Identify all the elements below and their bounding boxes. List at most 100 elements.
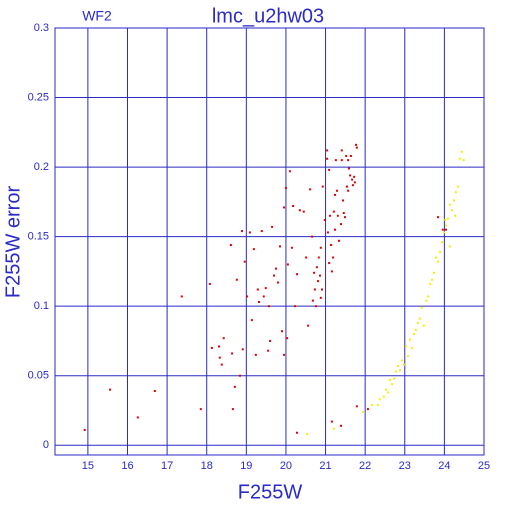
point xyxy=(302,210,305,213)
point xyxy=(319,296,322,299)
point xyxy=(238,374,241,377)
x-tick-label: 21 xyxy=(319,460,331,472)
point xyxy=(286,263,289,266)
point xyxy=(240,230,243,233)
point xyxy=(416,321,419,324)
point xyxy=(320,288,323,291)
point xyxy=(389,378,392,381)
point xyxy=(336,214,339,217)
point xyxy=(288,170,291,173)
y-tick-label: 0.3 xyxy=(34,22,49,34)
point xyxy=(349,154,352,157)
point xyxy=(330,270,333,273)
y-tick-label: 0.05 xyxy=(28,370,49,382)
plot-frame xyxy=(54,27,485,456)
point xyxy=(222,337,225,340)
y-tick-label: 0.15 xyxy=(28,231,49,243)
point xyxy=(294,305,297,308)
point xyxy=(338,239,341,242)
x-tick-label: 25 xyxy=(478,460,490,472)
point xyxy=(313,288,316,291)
point xyxy=(313,271,316,274)
point xyxy=(408,338,411,341)
point xyxy=(136,416,139,419)
point xyxy=(347,159,350,162)
point xyxy=(311,299,314,302)
point xyxy=(262,295,265,298)
point xyxy=(395,370,398,373)
y-tick-label: 0.1 xyxy=(34,300,49,312)
point xyxy=(402,363,405,366)
point xyxy=(340,159,343,162)
point xyxy=(330,420,333,423)
point xyxy=(334,159,337,162)
point xyxy=(431,278,434,281)
point xyxy=(217,345,220,348)
point xyxy=(414,328,417,331)
point xyxy=(269,339,272,342)
point xyxy=(267,305,270,308)
point xyxy=(305,433,308,436)
point xyxy=(376,403,379,406)
point xyxy=(340,149,343,152)
point xyxy=(319,274,322,277)
point xyxy=(233,385,236,388)
point xyxy=(326,157,329,160)
point xyxy=(290,246,293,249)
point xyxy=(448,245,451,248)
y-tick-label: 0 xyxy=(43,439,49,451)
point xyxy=(235,278,238,281)
x-tick-label: 15 xyxy=(82,460,94,472)
point xyxy=(391,383,394,386)
point xyxy=(437,260,440,263)
point xyxy=(345,154,348,157)
point xyxy=(323,218,326,221)
point xyxy=(317,256,320,259)
point xyxy=(334,228,337,231)
point xyxy=(109,388,112,391)
point xyxy=(444,228,447,231)
point xyxy=(393,377,396,380)
point xyxy=(254,353,257,356)
x-tick-label: 23 xyxy=(399,460,411,472)
point xyxy=(248,231,251,234)
point xyxy=(370,403,373,406)
point xyxy=(351,178,354,181)
point xyxy=(353,181,356,184)
point xyxy=(180,295,183,298)
point xyxy=(307,324,310,327)
point xyxy=(347,189,350,192)
point xyxy=(315,305,318,308)
point xyxy=(353,175,356,178)
point xyxy=(355,146,358,149)
y-tick-label: 0.25 xyxy=(28,91,49,103)
point xyxy=(252,248,255,251)
point xyxy=(385,388,388,391)
point xyxy=(460,150,463,153)
point xyxy=(429,282,432,285)
point xyxy=(410,346,413,349)
point xyxy=(241,348,244,351)
point xyxy=(444,218,447,221)
point xyxy=(328,168,331,171)
point xyxy=(264,287,267,290)
point xyxy=(441,241,444,244)
point xyxy=(208,282,211,285)
point xyxy=(246,295,249,298)
point xyxy=(231,408,234,411)
point xyxy=(83,428,86,431)
point xyxy=(153,390,156,393)
point xyxy=(347,167,350,170)
point xyxy=(412,332,415,335)
point xyxy=(378,398,381,401)
point xyxy=(231,352,234,355)
point xyxy=(446,217,449,220)
point xyxy=(321,185,324,188)
point xyxy=(326,149,329,152)
point xyxy=(340,223,342,226)
point xyxy=(277,281,280,284)
point xyxy=(425,299,428,302)
point xyxy=(311,235,314,238)
